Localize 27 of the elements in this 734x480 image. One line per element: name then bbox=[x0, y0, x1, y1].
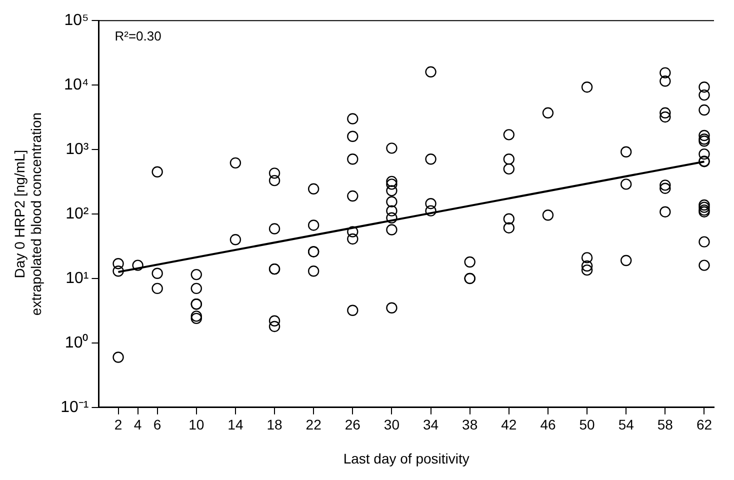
x-tick-label: 46 bbox=[540, 416, 556, 433]
y-tick-label: 10⁰ bbox=[64, 333, 89, 352]
x-tick-label: 50 bbox=[579, 416, 596, 433]
x-tick-label: 22 bbox=[306, 416, 322, 433]
y-tick-label: 10² bbox=[66, 205, 90, 222]
x-tick-label: 2 bbox=[114, 416, 122, 433]
y-tick-label: 10³ bbox=[66, 140, 90, 158]
x-tick-label: 62 bbox=[696, 416, 712, 433]
x-tick-label: 54 bbox=[618, 416, 634, 433]
y-axis-title: Day 0 HRP2 [ng/mL] extrapolated blood concentration bbox=[11, 112, 44, 316]
x-tick-label: 18 bbox=[266, 416, 283, 433]
x-tick-label: 58 bbox=[657, 416, 674, 433]
y-tick-label: 10⁻¹ bbox=[60, 398, 89, 416]
annotation: R²=0.30 bbox=[114, 28, 162, 44]
x-tick-label: 26 bbox=[344, 416, 361, 433]
x-tick-label: 30 bbox=[384, 416, 400, 433]
x-tick-label: 4 bbox=[134, 416, 142, 433]
x-tick-label: 34 bbox=[422, 416, 439, 433]
y-tick-label: 10¹ bbox=[66, 270, 89, 287]
x-tick-label: 10 bbox=[188, 416, 204, 433]
x-tick-label: 14 bbox=[228, 416, 244, 433]
y-tick-label: 10⁴ bbox=[64, 76, 89, 94]
x-tick-label: 38 bbox=[462, 416, 478, 433]
y-tick-label: 10⁵ bbox=[64, 12, 89, 30]
x-tick-label: 6 bbox=[153, 416, 162, 433]
x-tick-label: 42 bbox=[501, 416, 517, 433]
x-axis-title: Last day of positivity bbox=[343, 450, 470, 466]
